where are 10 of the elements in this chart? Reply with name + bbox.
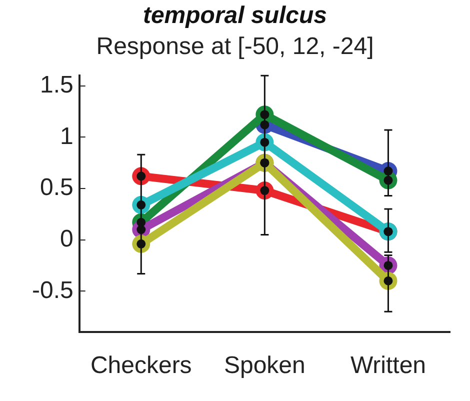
chart-subtitle: Response at [-50, 12, -24] — [96, 32, 374, 60]
y-tick-label: -0.5 — [32, 276, 74, 304]
y-tick-label: 0 — [60, 225, 74, 252]
x-tick-label: Checkers — [90, 352, 192, 380]
y-tick-label: 1 — [60, 122, 74, 150]
x-tick-label: Spoken — [224, 352, 306, 380]
y-tick-label: 0.5 — [40, 174, 74, 202]
chart-title: temporal sulcus — [142, 2, 328, 30]
x-tick-label: Written — [350, 352, 426, 380]
y-tick-label: 1.5 — [40, 71, 74, 98]
